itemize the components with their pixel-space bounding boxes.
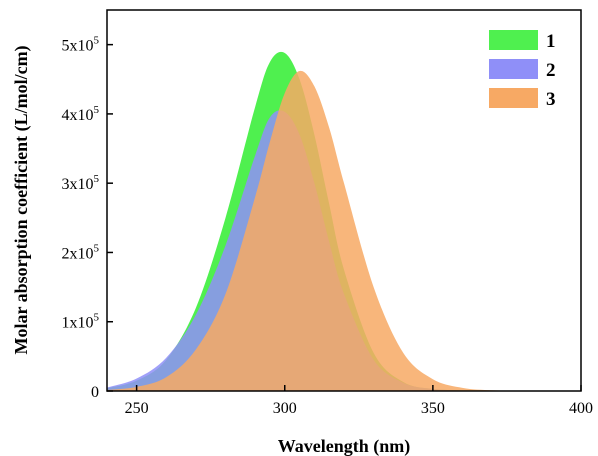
legend-label-3: 3 (546, 89, 556, 110)
x-tick-label: 400 (569, 400, 593, 417)
series-area-3 (107, 71, 581, 391)
x-tick-label: 350 (421, 400, 445, 417)
legend-swatch-1 (489, 30, 538, 50)
y-tick-label: 5x105 (62, 35, 100, 55)
x-tick-label: 300 (273, 400, 297, 417)
y-tick-label: 2x105 (62, 242, 100, 262)
legend-swatch-2 (489, 59, 538, 79)
x-axis-title: Wavelength (nm) (278, 436, 411, 456)
legend-swatch-3 (489, 88, 538, 108)
x-tick-label: 250 (125, 400, 149, 417)
y-tick-label: 0 (91, 384, 99, 401)
legend: 1 2 3 (489, 30, 556, 110)
y-tick-label: 3x105 (62, 173, 100, 193)
legend-label-1: 1 (546, 31, 556, 52)
y-axis-title: Molar absorption coefficient (L/mol/cm) (11, 45, 32, 354)
legend-label-2: 2 (546, 60, 556, 81)
y-tick-label: 1x105 (62, 312, 100, 332)
y-tick-label: 4x105 (62, 104, 100, 124)
